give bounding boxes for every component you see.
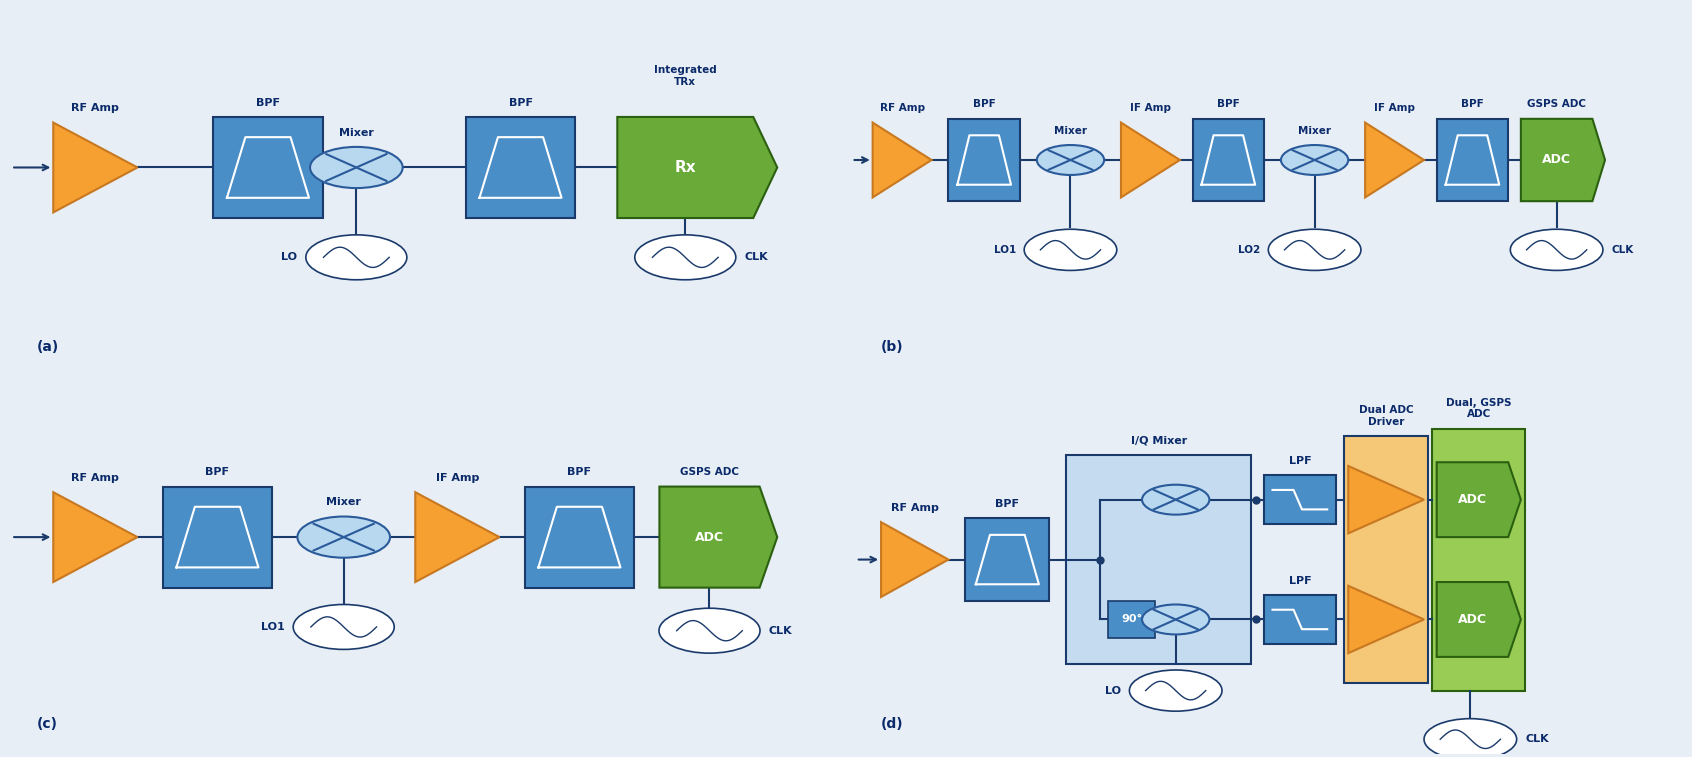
- Text: BPF: BPF: [973, 99, 995, 110]
- FancyBboxPatch shape: [1264, 595, 1335, 643]
- FancyBboxPatch shape: [162, 487, 272, 587]
- Circle shape: [1142, 605, 1210, 634]
- FancyBboxPatch shape: [1066, 455, 1252, 665]
- Polygon shape: [1521, 119, 1606, 201]
- Circle shape: [1142, 484, 1210, 515]
- FancyBboxPatch shape: [964, 519, 1049, 601]
- Text: IF Amp: IF Amp: [435, 473, 479, 483]
- Text: BPF: BPF: [1462, 99, 1484, 110]
- Text: CLK: CLK: [768, 626, 792, 636]
- Text: GSPS ADC: GSPS ADC: [1528, 99, 1585, 110]
- Text: (a): (a): [37, 340, 59, 354]
- Circle shape: [1037, 145, 1105, 175]
- Polygon shape: [52, 492, 137, 582]
- Text: Mixer: Mixer: [327, 497, 360, 507]
- Circle shape: [310, 147, 403, 188]
- Text: BPF: BPF: [255, 98, 279, 107]
- Polygon shape: [873, 123, 932, 198]
- Text: Integrated
TRx: Integrated TRx: [653, 65, 717, 87]
- FancyBboxPatch shape: [1264, 475, 1335, 524]
- FancyBboxPatch shape: [465, 117, 575, 218]
- Circle shape: [1024, 229, 1117, 270]
- Text: 90°: 90°: [1120, 615, 1142, 625]
- Circle shape: [293, 605, 394, 650]
- Text: RF Amp: RF Amp: [890, 503, 939, 512]
- Text: Mixer: Mixer: [1054, 126, 1086, 136]
- Text: Dual, GSPS
ADC: Dual, GSPS ADC: [1447, 397, 1511, 419]
- Text: Dual ADC
Driver: Dual ADC Driver: [1359, 405, 1413, 427]
- Text: ADC: ADC: [1541, 154, 1572, 167]
- Text: RF Amp: RF Amp: [71, 103, 120, 114]
- Circle shape: [1425, 718, 1516, 757]
- Circle shape: [634, 235, 736, 280]
- Text: RF Amp: RF Amp: [880, 103, 924, 114]
- Text: (c): (c): [37, 717, 58, 731]
- Text: LO: LO: [1105, 686, 1122, 696]
- Text: BPF: BPF: [995, 499, 1019, 509]
- Text: LO1: LO1: [993, 245, 1015, 255]
- Text: (d): (d): [882, 717, 904, 731]
- Text: LO2: LO2: [1237, 245, 1261, 255]
- Text: LPF: LPF: [1289, 576, 1311, 586]
- Text: ADC: ADC: [1459, 493, 1487, 506]
- Text: (b): (b): [882, 340, 904, 354]
- FancyBboxPatch shape: [1343, 436, 1428, 683]
- Text: BPF: BPF: [567, 467, 592, 477]
- Text: Mixer: Mixer: [1298, 126, 1332, 136]
- Circle shape: [306, 235, 406, 280]
- Polygon shape: [660, 487, 777, 587]
- Text: LO: LO: [281, 252, 298, 263]
- Text: RF Amp: RF Amp: [71, 473, 120, 483]
- Polygon shape: [1437, 582, 1521, 657]
- Text: BPF: BPF: [205, 467, 230, 477]
- FancyBboxPatch shape: [1433, 428, 1524, 690]
- Text: BPF: BPF: [1217, 99, 1240, 110]
- Polygon shape: [1349, 466, 1425, 534]
- Text: CLK: CLK: [744, 252, 768, 263]
- Circle shape: [1129, 670, 1222, 711]
- Text: IF Amp: IF Amp: [1130, 103, 1171, 114]
- FancyBboxPatch shape: [1437, 119, 1508, 201]
- Text: I/Q Mixer: I/Q Mixer: [1130, 435, 1188, 445]
- Polygon shape: [882, 522, 949, 597]
- Text: BPF: BPF: [509, 98, 533, 107]
- FancyBboxPatch shape: [213, 117, 323, 218]
- Circle shape: [298, 516, 391, 558]
- Polygon shape: [1349, 586, 1425, 653]
- FancyBboxPatch shape: [1108, 601, 1154, 638]
- Text: ADC: ADC: [1459, 613, 1487, 626]
- Text: Mixer: Mixer: [338, 127, 374, 138]
- FancyBboxPatch shape: [525, 487, 634, 587]
- Polygon shape: [52, 123, 137, 213]
- Circle shape: [658, 608, 760, 653]
- Text: IF Amp: IF Amp: [1374, 103, 1415, 114]
- Circle shape: [1281, 145, 1349, 175]
- Text: ADC: ADC: [695, 531, 724, 544]
- Polygon shape: [415, 492, 499, 582]
- Polygon shape: [618, 117, 777, 218]
- FancyBboxPatch shape: [949, 119, 1020, 201]
- Text: LPF: LPF: [1289, 456, 1311, 466]
- Text: CLK: CLK: [1611, 245, 1633, 255]
- Polygon shape: [1437, 463, 1521, 537]
- Polygon shape: [1365, 123, 1425, 198]
- Circle shape: [1511, 229, 1602, 270]
- Polygon shape: [1122, 123, 1179, 198]
- Text: GSPS ADC: GSPS ADC: [680, 467, 739, 477]
- Text: Rx: Rx: [675, 160, 695, 175]
- Circle shape: [1269, 229, 1360, 270]
- FancyBboxPatch shape: [1193, 119, 1264, 201]
- Text: LO1: LO1: [261, 622, 284, 632]
- Text: CLK: CLK: [1524, 734, 1548, 744]
